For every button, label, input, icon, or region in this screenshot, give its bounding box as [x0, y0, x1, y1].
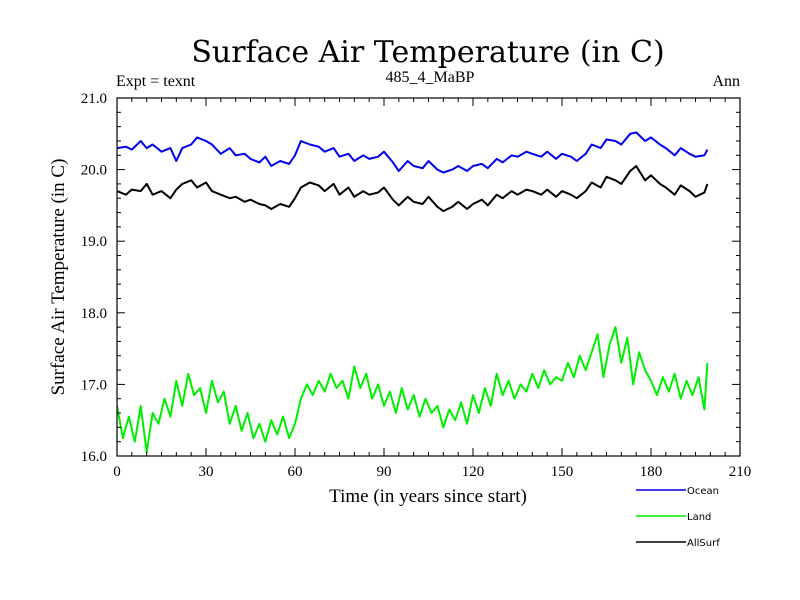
axis-ticks: 0 30 60 90 120 150 180 210 16.0 17.0 18.0 19.0 20.0 2… — [81, 91, 752, 480]
x-tick-label: 180 — [640, 464, 663, 480]
x-axis-label: Time (in years since start) — [329, 486, 527, 507]
x-tick-label: 210 — [729, 464, 752, 480]
legend: Ocean Land AllSurf — [636, 486, 720, 549]
legend-label-ocean: Ocean — [687, 486, 719, 497]
x-tick-label: 0 — [113, 464, 121, 480]
y-tick-label: 17.0 — [81, 377, 107, 393]
legend-label-allsurf: AllSurf — [687, 538, 720, 549]
series-line-ocean — [117, 131, 709, 174]
series-line-allsurf — [117, 165, 709, 213]
y-tick-label: 16.0 — [81, 449, 107, 465]
series-layer — [117, 131, 709, 454]
y-tick-label: 21.0 — [81, 91, 107, 107]
y-tick-label: 20.0 — [81, 163, 107, 179]
series-line-land — [117, 326, 709, 454]
x-tick-label: 90 — [377, 464, 392, 480]
x-tick-label: 30 — [199, 464, 214, 480]
period-note: Ann — [712, 73, 740, 90]
y-tick-label: 18.0 — [81, 306, 107, 322]
chart-title: Surface Air Temperature (in C) — [191, 35, 664, 70]
x-tick-label: 60 — [288, 464, 303, 480]
x-tick-label: 150 — [551, 464, 574, 480]
y-tick-label: 19.0 — [81, 234, 107, 250]
chart-subtitle: 485_4_MaBP — [386, 69, 475, 86]
y-axis-label: Surface Air Temperature (in C) — [48, 159, 69, 396]
x-tick-label: 120 — [462, 464, 485, 480]
legend-label-land: Land — [687, 512, 711, 523]
experiment-note: Expt = texnt — [116, 73, 196, 90]
